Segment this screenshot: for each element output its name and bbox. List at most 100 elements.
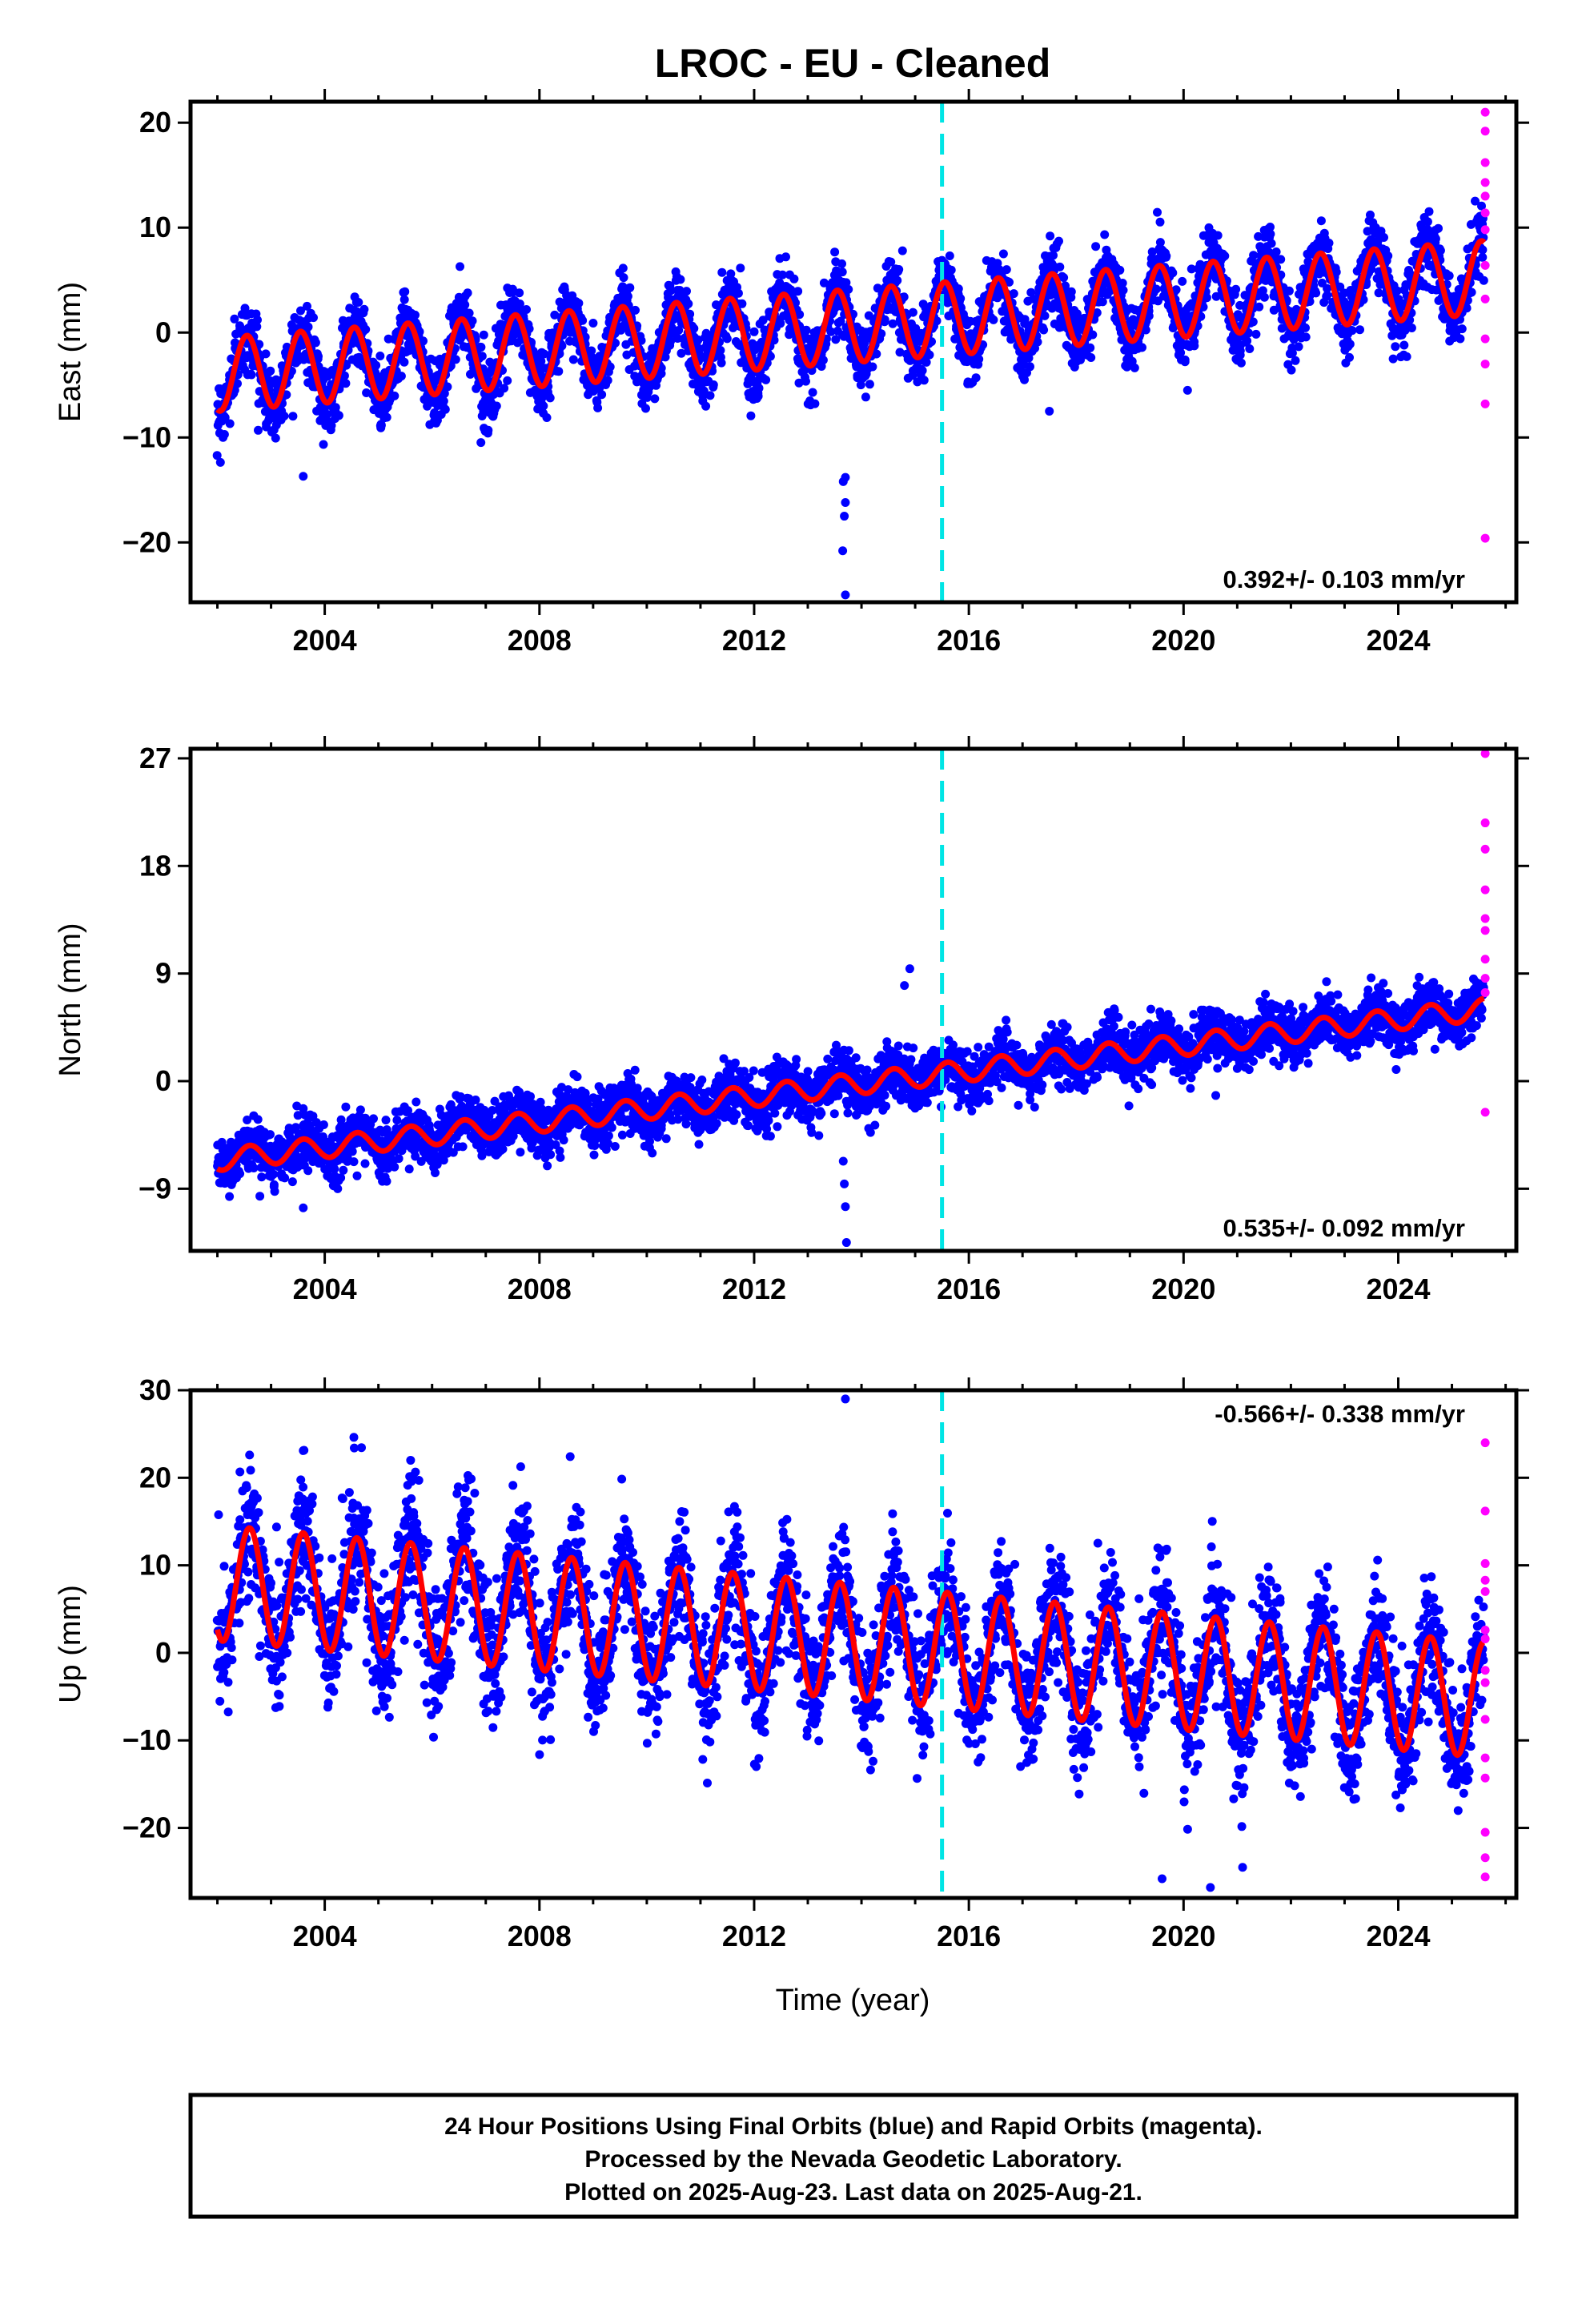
east-data-point [1086,353,1096,362]
east-data-point [753,392,763,401]
east-data-point [830,247,840,257]
north-data-point [235,1169,245,1179]
east-data-point [925,350,934,360]
east-data-point [1324,239,1334,247]
east-data-point [1301,323,1310,332]
east-data-point [1271,247,1281,256]
east-data-point [1456,334,1465,344]
east-rapid-point [1480,178,1490,187]
east-data-point [722,334,732,344]
east-data-point [1190,341,1199,351]
east-data-point [296,306,305,316]
north-data-point [431,1168,440,1177]
north-data-point [341,1102,351,1112]
east-data-point [872,349,881,359]
east-data-point [677,348,686,358]
east-data-point [1311,288,1321,298]
east-data-point [1054,236,1063,246]
east-data-point [781,252,790,262]
east-x-tick-label: 2024 [1366,624,1430,657]
east-data-point [841,278,851,287]
east-data-point [895,348,905,357]
east-data-point [836,316,845,326]
east-data-point [477,352,487,361]
east-data-point [631,305,640,315]
east-data-point [685,309,695,319]
east-data-point [588,319,598,328]
east-data-point [500,384,509,393]
east-data-point [464,308,474,318]
east-data-point [225,419,235,428]
east-data-point [795,310,805,320]
east-data-point [1115,265,1125,275]
east-data-point [717,358,726,368]
east-data-point [819,278,829,287]
east-data-point [1059,273,1069,283]
north-data-point [319,1120,328,1129]
east-data-point [837,259,846,268]
east-data-point [917,366,927,376]
east-data-point [1231,284,1241,294]
east-data-point [945,251,954,260]
east-data-point [568,355,578,364]
east-data-point [765,352,775,361]
east-data-point [1151,284,1161,294]
east-outlier-point [1045,407,1054,416]
east-data-point [550,310,560,320]
east-data-point [1118,285,1128,295]
east-rapid-point [1480,399,1490,408]
east-data-point [212,451,222,460]
east-data-point [856,380,865,390]
east-data-point [701,401,711,411]
east-data-point [893,275,902,285]
east-data-point [919,376,929,385]
east-data-point [1431,234,1440,243]
east-data-point [1301,332,1311,342]
east-data-point [1423,217,1432,227]
east-data-point [1213,231,1223,240]
north-data-point [339,1165,348,1175]
east-data-point [682,287,691,296]
east-data-point [319,440,328,449]
east-rapid-point [1480,191,1490,201]
east-data-point [1266,229,1275,239]
east-data-point [877,329,886,339]
east-data-point [1479,275,1488,285]
east-data-point [1245,344,1255,353]
east-data-point [1020,375,1029,384]
east-data-point [709,380,718,389]
east-data-point [1294,342,1303,352]
east-data-point [1182,385,1192,395]
east-data-point [1366,210,1375,219]
east-data-point [451,355,460,364]
north-data-point [257,1172,267,1182]
east-data-point [611,338,620,348]
east-data-point [954,284,963,294]
east-data-point [375,352,385,360]
east-data-point [1255,302,1264,312]
north-data-point [333,1184,343,1193]
north-data-point [360,1159,370,1168]
east-data-point [932,316,942,326]
east-data-point [479,330,488,340]
east-data-point [396,372,406,381]
east-x-tick-label: 2008 [508,624,572,657]
north-data-point [382,1176,391,1186]
east-data-point [1005,277,1014,287]
east-data-point [554,367,564,376]
east-data-point [254,425,263,435]
east-data-point [1130,363,1139,372]
east-data-point [641,404,650,413]
east-data-point [1276,255,1286,264]
east-data-point [219,430,229,439]
east-data-point [279,412,289,420]
east-data-point [716,346,725,355]
east-rapid-point [1480,294,1490,304]
east-rapid-point [1480,127,1490,136]
east-y-axis-label: East (mm) [54,282,87,422]
east-data-point [1345,352,1354,362]
east-data-point [266,366,275,376]
north-data-point [369,1114,378,1124]
